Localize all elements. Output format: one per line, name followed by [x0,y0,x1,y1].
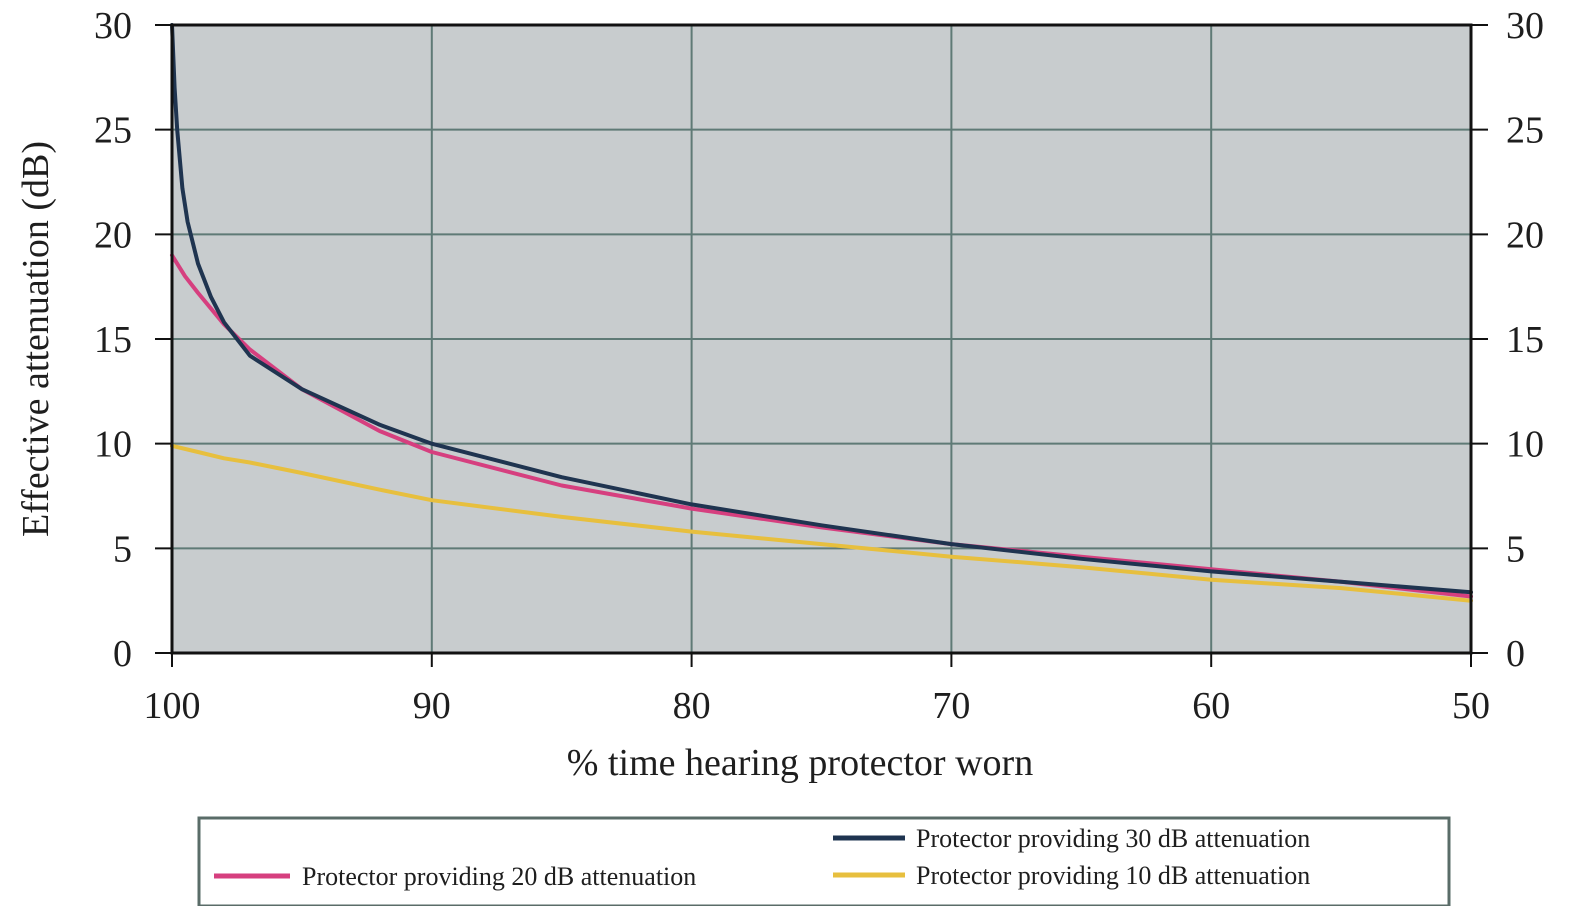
series-line-1 [170,23,1473,595]
y-tick-label-right: 5 [1506,528,1525,570]
x-tick-label: 60 [1192,685,1230,727]
legend-label-2: Protector providing 20 dB attenuation [302,862,696,891]
y-tick-label-right: 10 [1506,424,1544,466]
y-axis-right: 0 5 10 15 20 25 30 [1471,5,1544,675]
y-axis-title: Effective attenuation (dB) [15,141,57,537]
y-tick-label-left: 0 [113,633,132,675]
y-tick-label-right: 15 [1506,319,1544,361]
y-tick-label-right: 20 [1506,214,1544,256]
y-tick-label-left: 30 [94,5,132,47]
x-tick-label: 80 [673,685,711,727]
y-tick-label-left: 20 [94,214,132,256]
legend-box [197,816,1451,906]
y-tick-label-right: 0 [1506,633,1525,675]
x-tick-label: 90 [413,685,451,727]
series-lines [170,23,1473,603]
y-tick-label-right: 30 [1506,5,1544,47]
x-tick-label: 50 [1452,685,1490,727]
legend: Protector providing 30 dB attenuation Pro… [197,816,1451,906]
y-tick-label-right: 25 [1506,110,1544,152]
y-tick-label-left: 15 [94,319,132,361]
x-axis: 100 90 80 70 60 50 [144,653,1490,727]
y-tick-label-left: 10 [94,424,132,466]
x-tick-label: 70 [932,685,970,727]
x-tick-label: 100 [144,685,201,727]
y-axis-left: 0 5 10 15 20 25 30 [94,5,172,675]
legend-label-1: Protector providing 30 dB attenuation [916,824,1310,853]
y-tick-label-left: 5 [113,528,132,570]
legend-label-3: Protector providing 10 dB attenuation [916,861,1310,890]
x-axis-title: % time hearing protector worn [567,742,1033,784]
series-line-3 [170,443,1473,603]
y-tick-label-left: 25 [94,110,132,152]
series-line-2 [170,253,1473,599]
